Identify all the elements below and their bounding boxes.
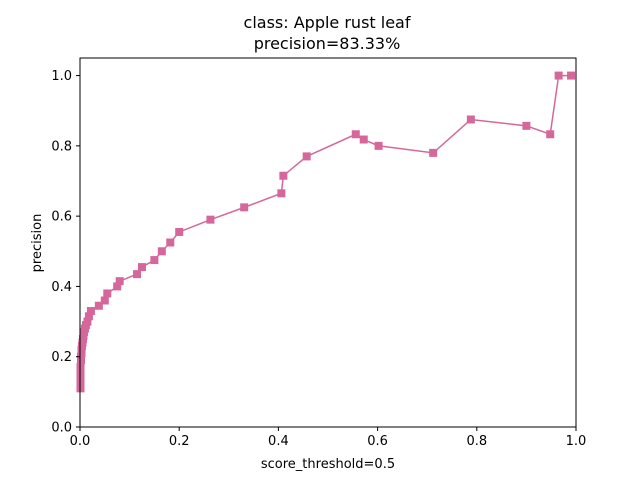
data-point-marker [84, 312, 93, 321]
data-point-marker [567, 71, 576, 80]
data-point-marker [466, 115, 475, 124]
x-tick-label: 0.2 [169, 434, 190, 449]
data-point-marker [94, 301, 103, 310]
x-tick-label: 0.6 [367, 434, 388, 449]
y-tick-label: 0.8 [51, 139, 72, 154]
data-point-marker [359, 135, 368, 144]
precision-series-line [79, 74, 572, 389]
data-point-marker [113, 282, 122, 291]
data-point-marker [522, 121, 531, 130]
data-point-marker [240, 203, 249, 212]
data-point-marker [546, 130, 555, 139]
y-tick-label: 0.2 [51, 350, 72, 365]
x-axis-label: score_threshold=0.5 [261, 457, 395, 472]
chart-title-line1: class: Apple rust leaf [244, 13, 411, 32]
data-point-marker [115, 277, 124, 286]
data-point-marker [429, 148, 438, 157]
data-point-marker [100, 296, 109, 305]
data-point-marker [374, 141, 383, 150]
plot-area [76, 71, 576, 393]
plot-frame [79, 57, 577, 428]
data-point-marker [279, 171, 288, 180]
y-tick-label: 0.4 [51, 280, 72, 295]
y-tick-label: 0.6 [51, 210, 72, 225]
data-point-marker [166, 238, 175, 247]
data-point-marker [133, 270, 142, 279]
x-tick-label: 0.8 [466, 434, 487, 449]
data-point-marker [554, 71, 563, 80]
y-tick-label: 1.0 [51, 69, 72, 84]
data-point-marker [138, 263, 146, 272]
y-axis-ticks: 0.0 0.2 0.4 0.6 0.8 1.0 [51, 69, 80, 436]
data-point-marker [86, 307, 95, 316]
data-point-marker [103, 289, 112, 298]
x-tick-label: 1.0 [566, 434, 587, 449]
data-point-marker [175, 227, 184, 236]
y-tick-label: 0.0 [51, 421, 72, 436]
x-tick-label: 0.0 [70, 434, 91, 449]
data-point-marker [277, 189, 286, 198]
x-axis-ticks: 0.0 0.2 0.4 0.6 0.8 1.0 [70, 427, 587, 449]
data-point-marker [157, 247, 166, 256]
data-point-marker [351, 130, 360, 139]
data-point-marker [150, 256, 159, 265]
data-point-marker [302, 152, 311, 161]
data-point-marker [83, 317, 92, 326]
y-axis-label: precision [30, 214, 45, 273]
chart-title-line2: precision=83.33% [254, 34, 401, 53]
x-tick-label: 0.4 [268, 434, 289, 449]
data-point-marker [206, 215, 215, 224]
